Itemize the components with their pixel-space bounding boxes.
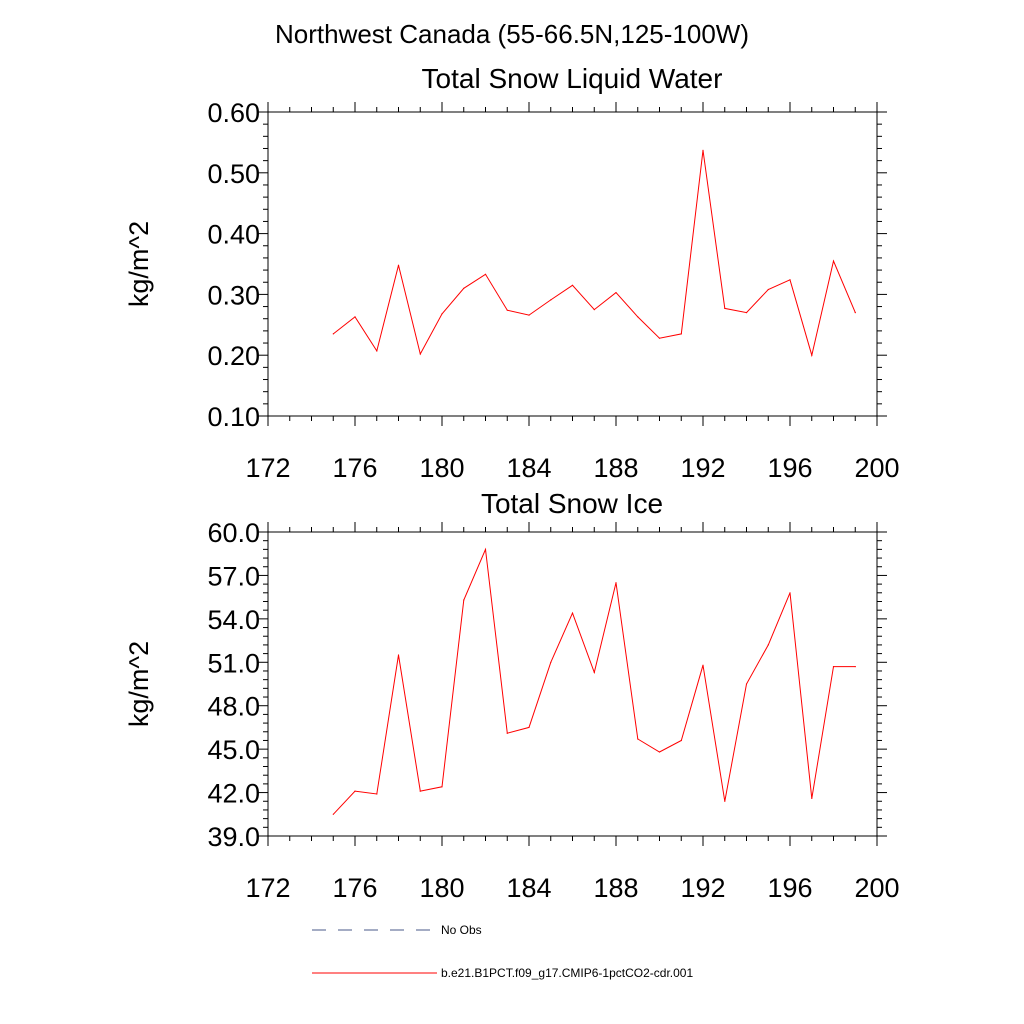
data-point (332, 333, 334, 335)
data-point (767, 644, 769, 646)
y-tick-label: 48.0 (207, 692, 260, 722)
data-point (550, 299, 552, 301)
data-point (463, 287, 465, 289)
y-tick-label: 39.0 (207, 822, 260, 852)
x-tick-label: 200 (854, 873, 899, 903)
data-point (593, 309, 595, 311)
data-point (637, 316, 639, 318)
legend-label-no-obs: No Obs (441, 923, 482, 937)
data-point (702, 149, 704, 151)
y-tick-label: 42.0 (207, 779, 260, 809)
data-point (397, 264, 400, 266)
y-tick-label: 0.60 (207, 98, 260, 128)
y-tick-label: 0.10 (207, 402, 260, 432)
chart-title: Total Snow Ice (481, 488, 663, 519)
data-point (550, 661, 552, 663)
y-axis-label: kg/m^2 (124, 641, 154, 727)
figure-title: Northwest Canada (55-66.5N,125-100W) (275, 19, 749, 49)
y-tick-label: 51.0 (207, 648, 260, 678)
y-tick-label: 60.0 (207, 518, 260, 548)
x-tick-label: 192 (680, 453, 725, 483)
chart-title: Total Snow Liquid Water (422, 63, 723, 94)
data-point (811, 797, 813, 800)
legend-label-model: b.e21.B1PCT.f09_g17.CMIP6-1pctCO2-cdr.00… (441, 966, 693, 980)
y-axis-label: kg/m^2 (124, 221, 154, 307)
data-point (745, 312, 748, 314)
data-point (376, 793, 378, 795)
data-point (811, 354, 813, 356)
series-line (332, 150, 856, 358)
series-line (332, 547, 856, 815)
data-point (767, 288, 769, 291)
chart-panel-snow-liquid-water: Total Snow Liquid Water kg/m^2 172 176 180… (124, 63, 900, 483)
data-point (376, 350, 378, 352)
data-point (484, 273, 487, 275)
x-tick-label: 200 (854, 453, 899, 483)
data-point (528, 314, 530, 316)
data-point (419, 790, 421, 792)
y-tick-label: 0.20 (207, 341, 260, 371)
x-tick-label: 184 (506, 453, 551, 483)
data-point (571, 612, 574, 614)
data-point (528, 726, 530, 729)
y-tick-label: 0.30 (207, 280, 260, 310)
data-point (332, 813, 334, 815)
x-tick-label: 172 (245, 453, 290, 483)
y-tick-label: 57.0 (207, 561, 260, 591)
chart-panel-snow-ice: Total Snow Ice kg/m^2 172 176 180 184 188 192… (124, 488, 900, 903)
data-point (441, 313, 443, 315)
data-point (658, 337, 661, 339)
plot-frame (267, 111, 878, 417)
data-point (593, 671, 595, 674)
x-tick-label: 184 (506, 873, 551, 903)
x-tick-label: 180 (419, 453, 464, 483)
x-tick-label: 196 (767, 873, 812, 903)
data-point (506, 309, 508, 311)
data-point (463, 599, 465, 601)
y-tick-label: 45.0 (207, 735, 260, 765)
data-point (680, 739, 682, 742)
x-tick-label: 176 (332, 453, 377, 483)
data-point (854, 666, 856, 668)
data-point (441, 786, 443, 788)
data-point (680, 333, 682, 335)
data-point (397, 654, 400, 656)
data-point (724, 800, 726, 802)
data-point (615, 292, 617, 294)
data-point (571, 284, 574, 286)
data-point (832, 260, 835, 262)
data-point (484, 548, 487, 551)
legend: No Obs b.e21.B1PCT.f09_g17.CMIP6-1pctCO2… (312, 923, 693, 980)
data-point (506, 732, 508, 734)
x-tick-label: 188 (593, 873, 638, 903)
data-point (637, 738, 639, 740)
data-point (658, 751, 661, 753)
data-point (854, 312, 856, 314)
data-point (615, 582, 617, 584)
data-point (419, 353, 421, 355)
x-tick-label: 196 (767, 453, 812, 483)
y-tick-label: 0.40 (207, 220, 260, 250)
data-point (789, 592, 791, 594)
plot-frame (267, 531, 878, 837)
data-point (354, 316, 356, 318)
x-tick-label: 180 (419, 873, 464, 903)
x-tick-label: 176 (332, 873, 377, 903)
y-tick-label: 54.0 (207, 605, 260, 635)
x-tick-label: 192 (680, 873, 725, 903)
data-point (832, 666, 835, 668)
x-tick-label: 188 (593, 453, 638, 483)
data-point (789, 279, 791, 281)
data-point (745, 683, 748, 685)
data-point (354, 790, 356, 792)
x-tick-label: 172 (245, 873, 290, 903)
data-point (724, 307, 726, 309)
data-point (702, 664, 704, 666)
y-tick-label: 0.50 (207, 159, 260, 189)
